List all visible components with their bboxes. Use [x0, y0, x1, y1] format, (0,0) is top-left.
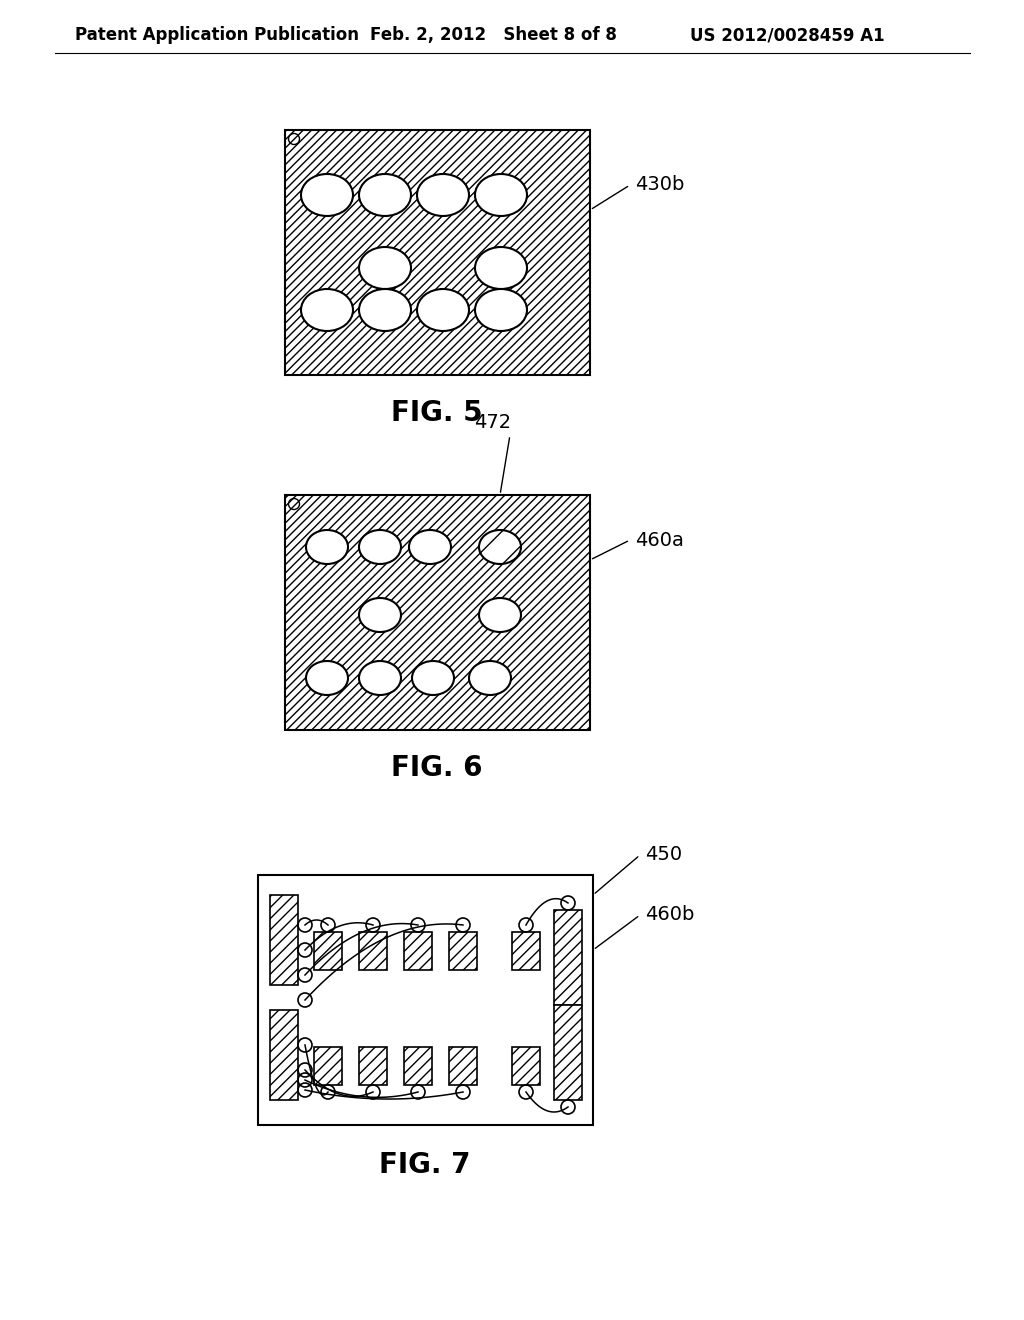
Ellipse shape [359, 289, 411, 331]
Ellipse shape [306, 531, 348, 564]
Bar [285, 129, 590, 375]
Text: 472: 472 [474, 413, 512, 433]
Bar [512, 932, 540, 970]
Ellipse shape [475, 289, 527, 331]
Text: 460a: 460a [635, 531, 684, 549]
Text: 450: 450 [645, 846, 682, 865]
Bar [512, 1047, 540, 1085]
Text: FIG. 7: FIG. 7 [379, 1151, 471, 1179]
Ellipse shape [359, 598, 401, 632]
Ellipse shape [359, 174, 411, 216]
Ellipse shape [359, 247, 411, 289]
Ellipse shape [417, 289, 469, 331]
Bar [449, 1047, 477, 1085]
Ellipse shape [412, 661, 454, 696]
Ellipse shape [301, 174, 353, 216]
Bar [404, 932, 432, 970]
Bar [359, 932, 387, 970]
Ellipse shape [479, 531, 521, 564]
Bar [449, 932, 477, 970]
Text: FIG. 5: FIG. 5 [391, 399, 482, 426]
Bar [314, 1047, 342, 1085]
Bar [404, 1047, 432, 1085]
Bar [554, 909, 582, 1005]
Text: US 2012/0028459 A1: US 2012/0028459 A1 [690, 26, 885, 44]
Bar [554, 1005, 582, 1100]
Text: 430b: 430b [635, 176, 684, 194]
Bar [314, 932, 342, 970]
Text: Feb. 2, 2012   Sheet 8 of 8: Feb. 2, 2012 Sheet 8 of 8 [370, 26, 616, 44]
Ellipse shape [409, 531, 451, 564]
Ellipse shape [359, 661, 401, 696]
Ellipse shape [475, 247, 527, 289]
Bar [258, 875, 593, 1125]
Ellipse shape [417, 174, 469, 216]
Ellipse shape [306, 661, 348, 696]
Bar [359, 1047, 387, 1085]
Ellipse shape [301, 289, 353, 331]
Ellipse shape [475, 174, 527, 216]
Ellipse shape [479, 598, 521, 632]
Text: Patent Application Publication: Patent Application Publication [75, 26, 359, 44]
Bar [285, 495, 590, 730]
Ellipse shape [469, 661, 511, 696]
Text: FIG. 6: FIG. 6 [391, 754, 482, 781]
Ellipse shape [359, 531, 401, 564]
Bar [270, 1010, 298, 1100]
Bar [270, 895, 298, 985]
Text: 460b: 460b [645, 906, 694, 924]
